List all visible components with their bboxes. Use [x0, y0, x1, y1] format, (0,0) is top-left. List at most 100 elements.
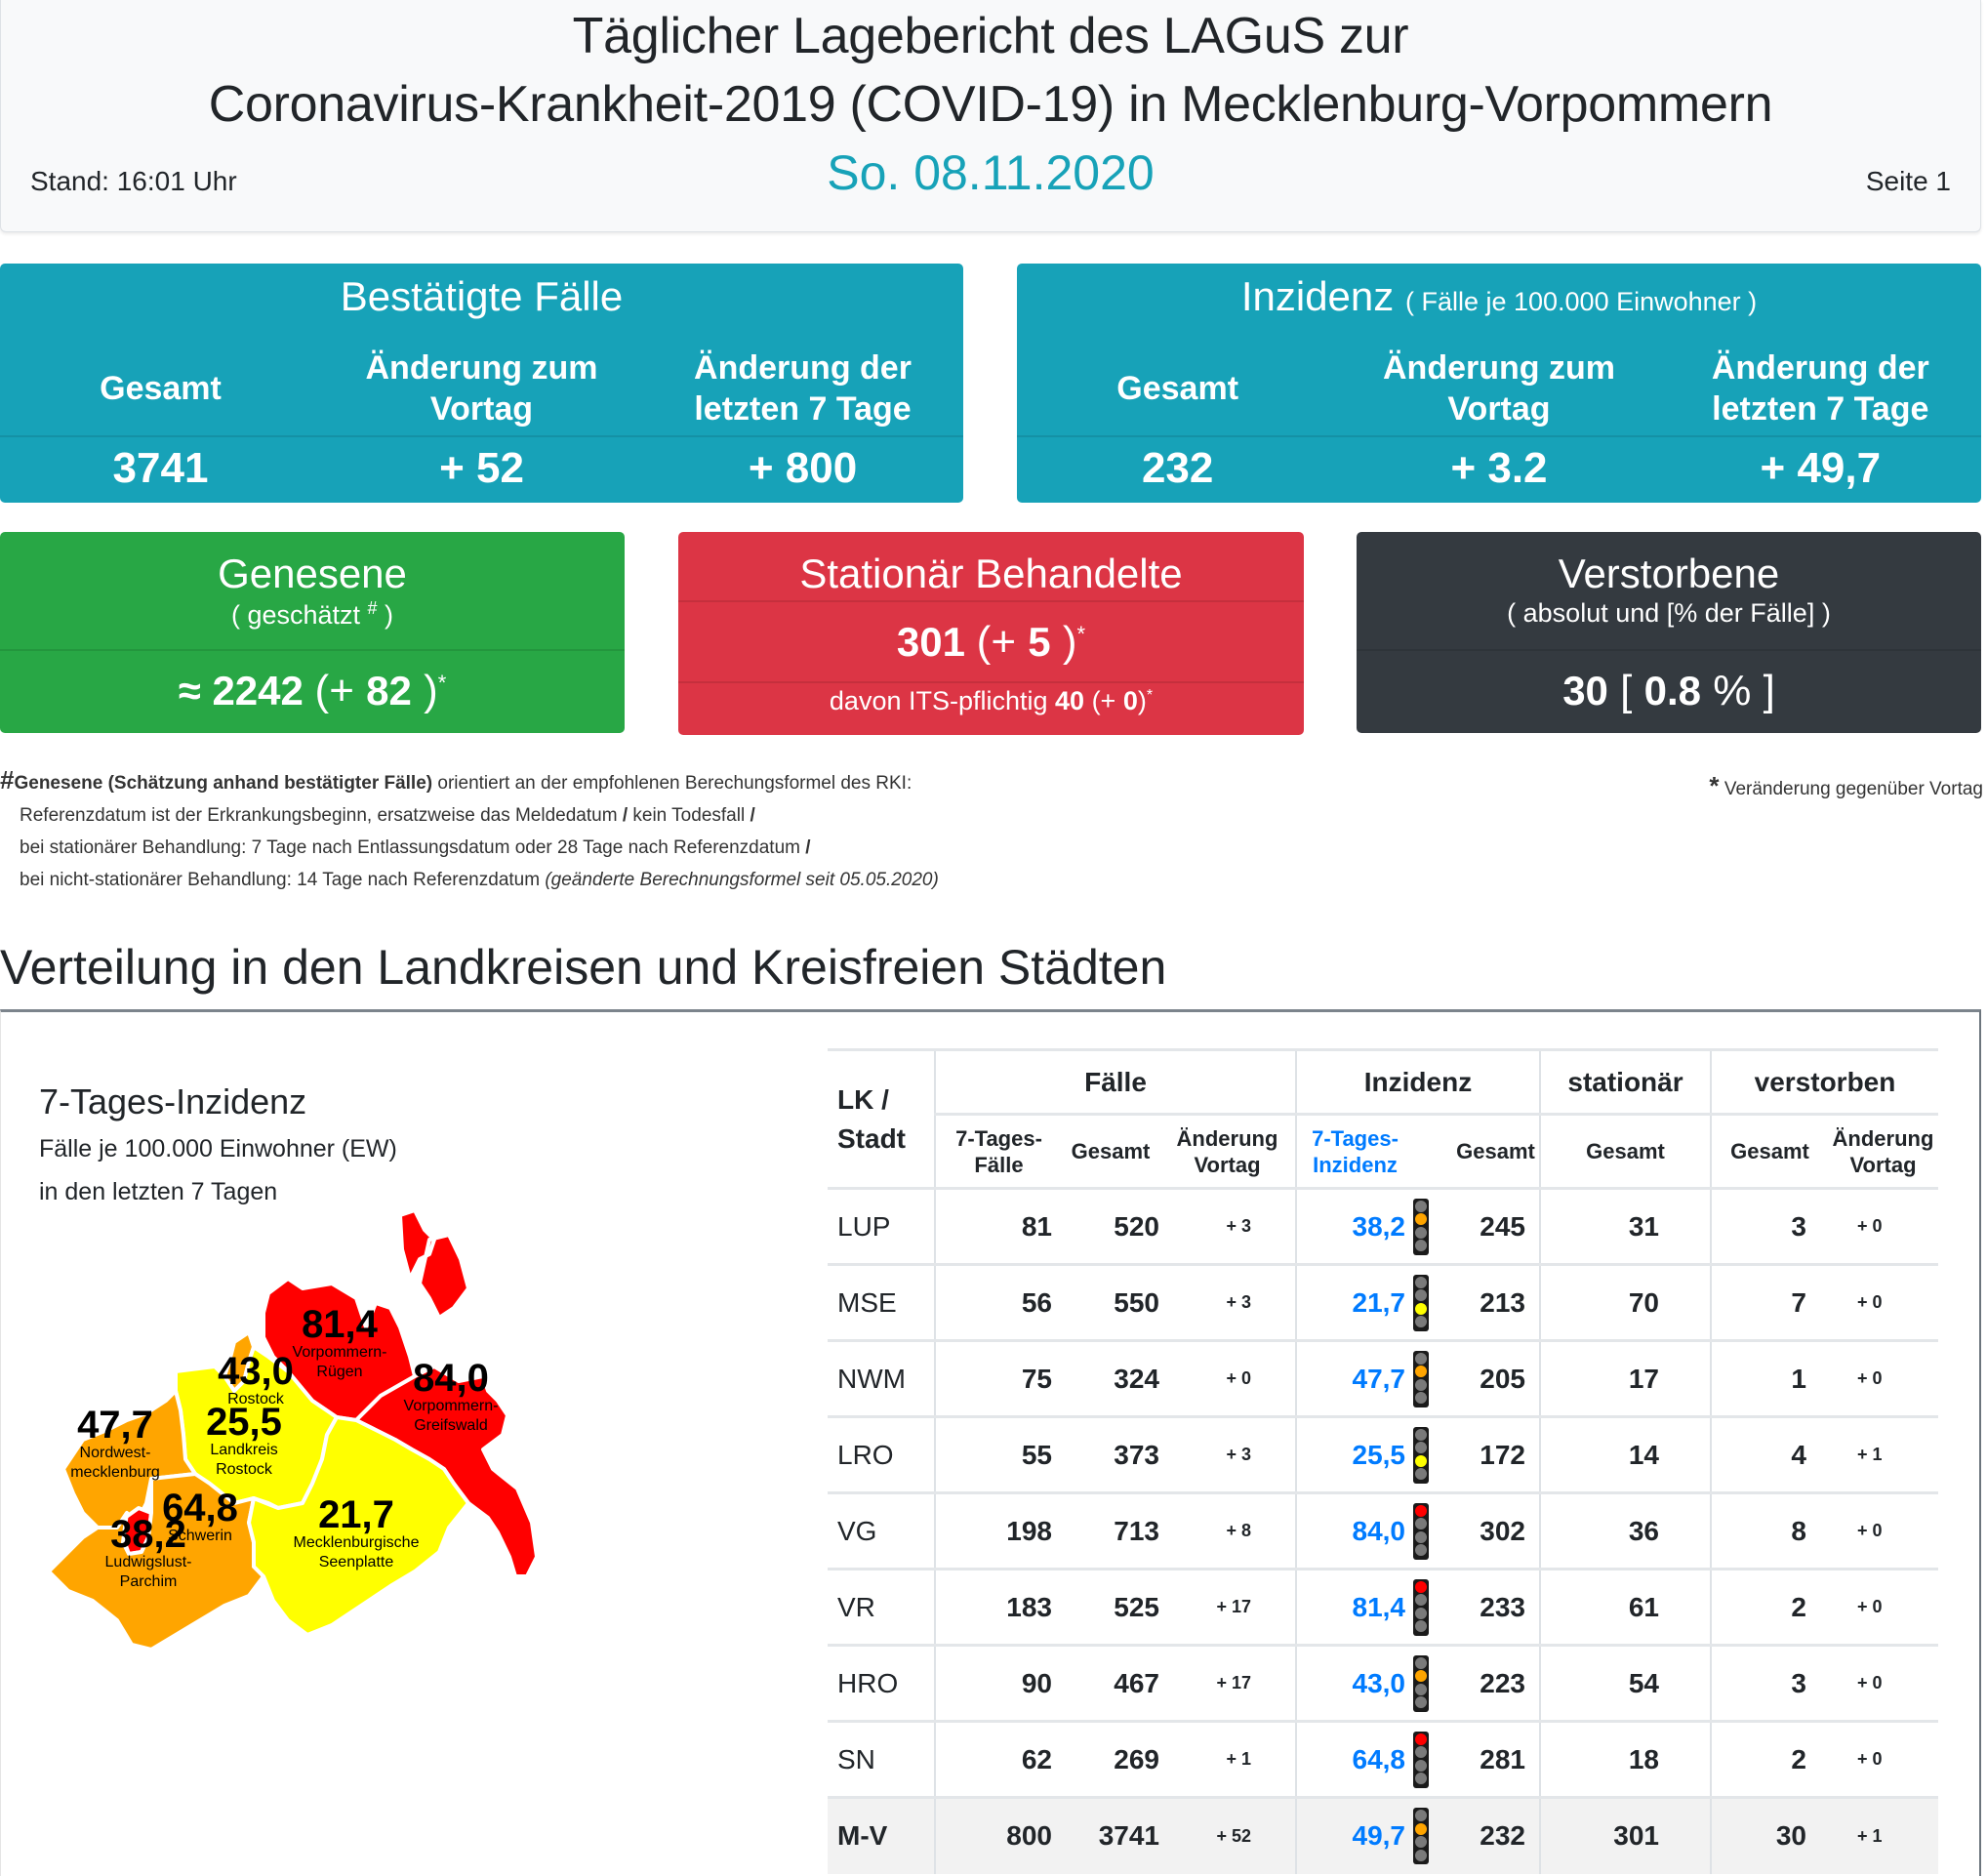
map-label-hro: Rostock [227, 1391, 285, 1407]
deaths-card: Verstorbene ( absolut und [% der Fälle] … [1357, 532, 1981, 733]
map-value-sn: 64,8 [162, 1487, 238, 1529]
deaths-total: 3 [1710, 1644, 1828, 1722]
incidence-7day: 43,0 [1295, 1644, 1413, 1722]
hospitalized-value: 301 (+ 5 )* [896, 618, 1086, 666]
cases-total: 269 [1062, 1720, 1159, 1798]
cases-total: 550 [1062, 1263, 1159, 1341]
title-line-1: Täglicher Lagebericht des LAGuS zur [572, 8, 1409, 64]
cases-7day: 56 [934, 1263, 1062, 1341]
map-value-vg: 84,0 [413, 1357, 489, 1400]
traffic-light-cell [1413, 1415, 1452, 1493]
section-title: Verteilung in den Landkreisen und Kreisf… [0, 940, 1167, 995]
column-header-deaths-change: Änderung Vortag [1828, 1113, 1938, 1189]
column-header-deaths-total: Gesamt [1710, 1113, 1828, 1189]
map-value-lup: 38,2 [110, 1513, 186, 1556]
district-table: LK / Stadt Fälle Inzidenz stationär verst… [828, 1048, 1938, 1874]
hospitalized-total: 14 [1539, 1415, 1711, 1493]
incidence-total: 172 [1452, 1415, 1540, 1493]
card-title: Verstorbene [1558, 551, 1780, 596]
deaths-change: + 0 [1828, 1644, 1938, 1722]
incidence-weekly-change: + 49,7 [1760, 444, 1882, 492]
cases-total: 3741 [1062, 1796, 1159, 1874]
deaths-total: 4 [1710, 1415, 1828, 1493]
cases-7day: 75 [934, 1339, 1062, 1417]
total-cases-value: 3741 [112, 444, 209, 492]
incidence-card: Inzidenz ( Fälle je 100.000 Einwohner ) … [1017, 264, 1981, 503]
change-footnote: * Veränderung gegenüber Vortag [1709, 771, 1983, 800]
traffic-light-cell [1413, 1339, 1452, 1417]
incidence-7day: 81,4 [1295, 1568, 1413, 1646]
district-name: MSE [828, 1263, 935, 1341]
cases-total: 324 [1062, 1339, 1159, 1417]
card-title: Bestätigte Fälle [340, 273, 624, 319]
card-subtitle: ( absolut und [% der Fälle] ) [1507, 598, 1831, 628]
district-name: VG [828, 1491, 935, 1570]
divider [0, 435, 963, 437]
deaths-total: 3 [1710, 1187, 1828, 1265]
incidence-7day: 84,0 [1295, 1491, 1413, 1570]
deaths-total: 30 [1710, 1796, 1828, 1874]
table-header-row: LK / Stadt Fälle Inzidenz stationär verst… [828, 1048, 1938, 1189]
timestamp: Stand: 16:01 Uhr [30, 166, 237, 196]
incidence-7day: 64,8 [1295, 1720, 1413, 1798]
column-header: Änderung der letzten 7 Tage [1711, 349, 1929, 428]
deaths-total: 2 [1710, 1720, 1828, 1798]
region-mse[interactable] [247, 1415, 470, 1637]
region-lup[interactable] [47, 1472, 265, 1652]
cases-total: 467 [1062, 1644, 1159, 1722]
title-line-2: Coronavirus-Krankheit-2019 (COVID-19) in… [208, 76, 1773, 133]
column-header-district: LK / Stadt [828, 1048, 935, 1189]
district-name: SN [828, 1720, 935, 1798]
divider [1017, 435, 1981, 437]
incidence-total: 245 [1452, 1187, 1540, 1265]
divider [678, 681, 1304, 683]
cases-total: 713 [1062, 1491, 1159, 1570]
deaths-change: + 0 [1828, 1263, 1938, 1341]
deaths-total: 8 [1710, 1491, 1828, 1570]
cases-change: + 8 [1159, 1491, 1296, 1570]
district-name: LRO [828, 1415, 935, 1493]
traffic-light-icon [1413, 1274, 1429, 1331]
map-label-lup-line2: Parchim [120, 1573, 178, 1590]
deaths-change: + 0 [1828, 1568, 1938, 1646]
traffic-light-cell [1413, 1644, 1452, 1722]
cases-total: 373 [1062, 1415, 1159, 1493]
district-name: LUP [828, 1187, 935, 1265]
incidence-7day: 21,7 [1295, 1263, 1413, 1341]
table-row: MSE 56 550 + 3 21,7 213 70 7 + 0 [828, 1263, 1938, 1341]
column-header: Änderung zum Vortag [365, 349, 598, 428]
map-value-mse: 21,7 [318, 1493, 394, 1536]
card-values: 232 + 3.2 + 49,7 [1017, 439, 1981, 498]
deaths-change: + 0 [1828, 1187, 1938, 1265]
table-row: SN 62 269 + 1 64,8 281 18 2 + 0 [828, 1720, 1938, 1798]
card-column-headers: Gesamt Änderung zum Vortag Änderung der … [0, 344, 963, 433]
cases-change: + 52 [1159, 1796, 1296, 1874]
deaths-total: 2 [1710, 1568, 1828, 1646]
incidence-total: 205 [1452, 1339, 1540, 1417]
region-vr[interactable] [262, 1208, 470, 1422]
traffic-light-cell [1413, 1491, 1452, 1570]
table-subheader-row: 7-Tages- Fälle Gesamt Änderung Vortag 7-Ta… [828, 1113, 1938, 1189]
group-header-hospitalized: stationär [1539, 1048, 1711, 1115]
deaths-change: + 1 [1828, 1796, 1938, 1874]
cases-7day: 90 [934, 1644, 1062, 1722]
column-header-cases-change: Änderung Vortag [1159, 1113, 1296, 1189]
recovered-footnote: #Genesene (Schätzung anhand bestätigter … [0, 765, 939, 890]
incidence-total: 213 [1452, 1263, 1540, 1341]
map-label-vg-line2: Greifswald [414, 1417, 488, 1434]
group-header-incidence: Inzidenz [1295, 1048, 1540, 1115]
incidence-total: 281 [1452, 1720, 1540, 1798]
hospitalized-total: 18 [1539, 1720, 1711, 1798]
traffic-light-icon [1413, 1426, 1429, 1484]
column-header-traffic-light [1413, 1113, 1452, 1189]
confirmed-cases-card: Bestätigte Fälle Gesamt Änderung zum Vor… [0, 264, 963, 503]
deaths-change: + 1 [1828, 1415, 1938, 1493]
incidence-daily-change: + 3.2 [1450, 444, 1548, 492]
traffic-light-cell [1413, 1720, 1452, 1798]
hospitalized-total: 70 [1539, 1263, 1711, 1341]
traffic-light-icon [1413, 1731, 1429, 1788]
deaths-change: + 0 [1828, 1339, 1938, 1417]
incidence-7day: 25,5 [1295, 1415, 1413, 1493]
incidence-7day: 49,7 [1295, 1796, 1413, 1874]
traffic-light-icon [1413, 1808, 1429, 1865]
